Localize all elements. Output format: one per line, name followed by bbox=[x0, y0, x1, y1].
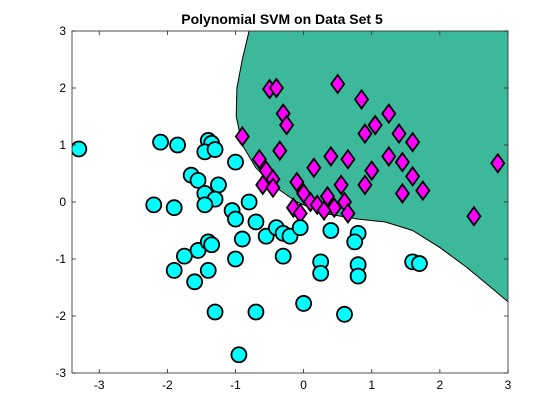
point-class-circle bbox=[247, 303, 265, 321]
point-class-diamond bbox=[353, 88, 370, 110]
plot-area bbox=[72, 31, 508, 364]
point-class-diamond bbox=[316, 200, 332, 222]
y-tick-label: 0 bbox=[59, 195, 66, 209]
point-class-circle bbox=[152, 133, 169, 151]
point-class-circle bbox=[210, 176, 227, 194]
point-class-diamond bbox=[333, 174, 349, 196]
point-class-circle bbox=[312, 264, 330, 282]
point-class-circle bbox=[233, 230, 251, 248]
point-class-circle bbox=[227, 250, 244, 268]
point-class-circle bbox=[169, 136, 186, 154]
point-class-circle bbox=[349, 267, 367, 285]
y-tick-label: 2 bbox=[59, 81, 66, 95]
point-class-diamond bbox=[357, 123, 373, 145]
x-tick-label: 0 bbox=[300, 378, 307, 392]
point-class-circle bbox=[145, 196, 163, 214]
point-class-diamond bbox=[394, 182, 410, 204]
point-class-circle bbox=[291, 219, 309, 237]
point-class-circle bbox=[176, 247, 193, 265]
point-class-circle bbox=[322, 222, 340, 239]
point-class-circle bbox=[295, 295, 313, 312]
point-class-diamond bbox=[415, 180, 431, 202]
point-class-circle bbox=[203, 236, 221, 254]
chart-title: Polynomial SVM on Data Set 5 bbox=[181, 11, 383, 27]
point-class-diamond bbox=[381, 145, 397, 167]
x-tick-label: -2 bbox=[162, 378, 173, 392]
point-class-diamond bbox=[364, 160, 380, 182]
point-class-circle bbox=[72, 140, 88, 158]
point-class-diamond bbox=[405, 165, 421, 187]
x-tick-label: 1 bbox=[368, 378, 375, 392]
point-class-circle bbox=[247, 213, 265, 231]
point-class-circle bbox=[165, 261, 183, 279]
point-class-diamond bbox=[340, 148, 356, 170]
point-class-diamond bbox=[268, 77, 284, 99]
point-class-circle bbox=[336, 305, 353, 323]
point-class-circle bbox=[346, 233, 364, 251]
y-tick-label: -2 bbox=[55, 309, 66, 323]
point-class-circle bbox=[274, 247, 292, 265]
point-class-circle bbox=[196, 196, 214, 214]
point-class-circle bbox=[240, 193, 258, 211]
point-class-diamond bbox=[394, 151, 410, 173]
point-class-diamond bbox=[251, 148, 267, 170]
point-class-diamond bbox=[330, 73, 346, 95]
point-class-circle bbox=[411, 255, 428, 272]
point-class-circle bbox=[227, 210, 244, 228]
point-class-circle bbox=[206, 303, 224, 321]
point-class-diamond bbox=[391, 123, 407, 145]
point-class-circle bbox=[186, 273, 204, 291]
point-class-diamond bbox=[323, 145, 339, 167]
point-class-diamond bbox=[234, 125, 250, 147]
point-class-diamond bbox=[381, 103, 397, 125]
y-tick-label: -1 bbox=[55, 252, 66, 266]
x-tick-label: -1 bbox=[230, 378, 241, 392]
y-tick-label: -3 bbox=[55, 366, 66, 380]
point-class-circle bbox=[165, 199, 183, 217]
point-class-circle bbox=[227, 153, 244, 171]
point-class-diamond bbox=[306, 157, 322, 179]
point-class-circle bbox=[206, 141, 224, 158]
point-class-circle bbox=[189, 171, 207, 189]
y-tick-label: 1 bbox=[59, 138, 66, 152]
point-class-diamond bbox=[272, 140, 288, 162]
x-axis: -3 -2 -1 0 1 2 3 bbox=[94, 31, 512, 392]
y-axis: 3 2 1 0 -1 -2 -3 bbox=[55, 24, 508, 380]
x-tick-label: -3 bbox=[94, 378, 105, 392]
point-class-diamond bbox=[367, 114, 383, 136]
point-class-diamond bbox=[357, 174, 373, 196]
data-points bbox=[72, 73, 506, 364]
x-tick-label: 3 bbox=[505, 378, 512, 392]
point-class-diamond bbox=[405, 131, 421, 153]
point-class-diamond bbox=[265, 177, 281, 199]
point-class-diamond bbox=[279, 114, 295, 136]
point-class-circle bbox=[199, 261, 217, 279]
point-class-diamond bbox=[255, 174, 271, 196]
point-class-diamond bbox=[326, 197, 342, 219]
point-class-diamond bbox=[490, 152, 506, 174]
point-class-diamond bbox=[466, 205, 482, 227]
y-tick-label: 3 bbox=[59, 24, 66, 38]
point-class-diamond bbox=[340, 202, 356, 224]
point-class-diamond bbox=[289, 171, 305, 193]
point-class-circle bbox=[230, 346, 248, 364]
x-tick-label: 2 bbox=[437, 378, 444, 392]
